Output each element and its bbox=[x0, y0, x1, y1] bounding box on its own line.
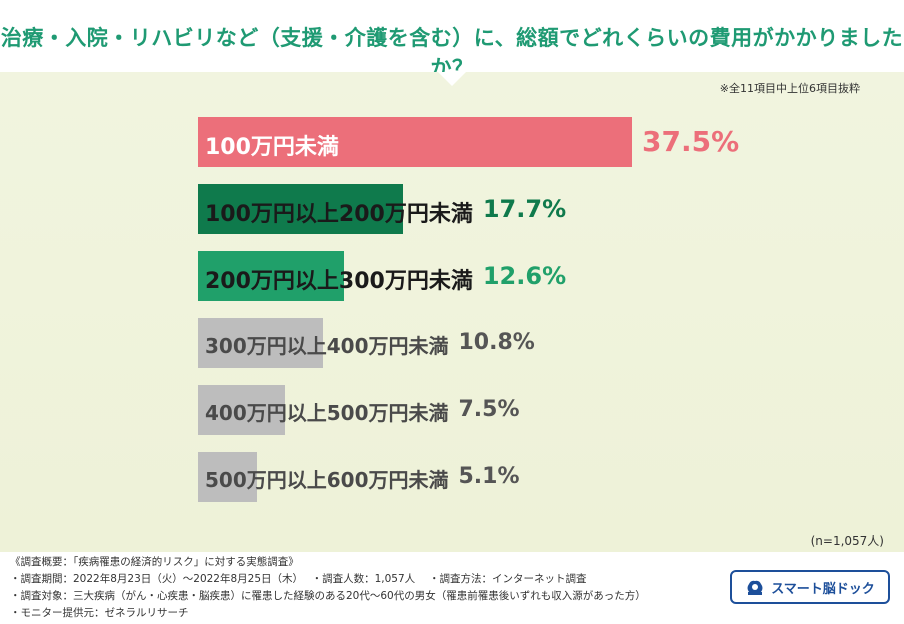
bar-label: 500万円以上600万円未満 bbox=[205, 468, 449, 492]
logo-text: スマート脳ドック bbox=[771, 581, 875, 597]
bar bbox=[198, 184, 403, 234]
pointer-arrow bbox=[438, 72, 466, 86]
footer-provider: ・モニター提供元：ゼネラルリサーチ bbox=[10, 607, 189, 619]
footer-period: ・調査期間：2022年8月23日（火）〜2022年8月25日（木） ・調査人数：… bbox=[10, 573, 587, 585]
bar bbox=[198, 318, 323, 368]
bar-value-label: 12.6% bbox=[482, 261, 567, 290]
bar bbox=[198, 251, 344, 301]
bar-value-label: 5.1% bbox=[458, 463, 520, 489]
sample-size: (n=1,057人) bbox=[810, 534, 884, 548]
bar-value-label: 7.5% bbox=[458, 396, 520, 422]
bar-value-label: 37.5% bbox=[642, 125, 740, 159]
footer-target: ・調査対象：三大疾病（がん・心疾患・脳疾患）に罹患した経験のある20代〜60代の… bbox=[10, 590, 646, 602]
bar-label: 100万円未満 bbox=[205, 135, 339, 160]
bar bbox=[198, 117, 632, 167]
brain-dock-icon bbox=[747, 580, 763, 595]
bar-label: 200万円以上300万円未満 bbox=[205, 269, 473, 294]
brand-logo: スマート脳ドック bbox=[730, 570, 890, 604]
chart-title: 治療・入院・リハビリなど（支援・介護を含む）に、総額でどれくらいの費用がかかりま… bbox=[0, 26, 904, 80]
footer-overview: 《調査概要：「疾病罹患の経済的リスク」に対する実態調査》 bbox=[10, 556, 299, 568]
header: 治療・入院・リハビリなど（支援・介護を含む）に、総額でどれくらいの費用がかかりま… bbox=[0, 0, 904, 80]
bar-label: 100万円以上200万円未満 bbox=[205, 202, 473, 227]
bar-label: 400万円以上500万円未満 bbox=[205, 401, 449, 425]
bar bbox=[198, 452, 257, 502]
bar-value-label: 10.8% bbox=[458, 329, 535, 355]
excerpt-note: ※全11項目中上位6項目抜粋 bbox=[719, 82, 860, 95]
bar-value-label: 17.7% bbox=[482, 194, 567, 223]
bar-label: 300万円以上400万円未満 bbox=[205, 334, 449, 358]
bar bbox=[198, 385, 285, 435]
